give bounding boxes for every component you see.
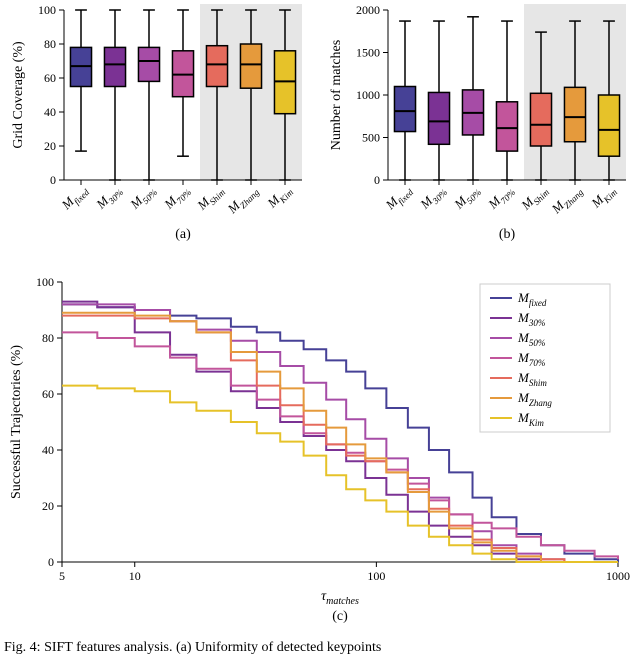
svg-text:20: 20 [42, 499, 54, 513]
svg-text:τmatches: τmatches [321, 589, 359, 607]
svg-text:Number of matches: Number of matches [329, 40, 344, 150]
figure-caption: Fig. 4: SIFT features analysis. (a) Unif… [4, 640, 381, 656]
svg-text:20: 20 [44, 139, 56, 153]
svg-text:MKim: MKim [588, 181, 620, 213]
svg-text:0: 0 [48, 555, 54, 569]
svg-text:M30%: M30% [92, 182, 125, 215]
svg-text:0: 0 [50, 173, 56, 187]
svg-text:M70%: M70% [160, 182, 193, 215]
svg-text:100: 100 [36, 275, 54, 289]
svg-text:MShim: MShim [517, 181, 551, 215]
svg-text:MShim: MShim [193, 181, 227, 215]
svg-text:MZhang: MZhang [548, 181, 586, 219]
svg-text:60: 60 [42, 387, 54, 401]
svg-text:MZhang: MZhang [224, 181, 262, 219]
svg-text:M50%: M50% [450, 182, 483, 215]
svg-text:(b): (b) [499, 227, 516, 242]
svg-text:M70%: M70% [484, 182, 517, 215]
svg-text:1000: 1000 [606, 569, 630, 583]
panel-c-linechart: 0 20 40 60 80 100 Successful Trajectories (%) 5… [0, 268, 640, 638]
svg-text:80: 80 [44, 37, 56, 51]
svg-text:(c): (c) [332, 609, 348, 624]
panel-b-boxplot: 0500100015002000Number of matchesMfixedM… [318, 0, 638, 260]
svg-text:Successful Trajectories (%): Successful Trajectories (%) [9, 345, 24, 499]
svg-text:Mfixed: Mfixed [58, 181, 92, 215]
svg-text:80: 80 [42, 331, 54, 345]
svg-text:40: 40 [42, 443, 54, 457]
svg-text:0: 0 [374, 173, 380, 187]
svg-text:40: 40 [44, 105, 56, 119]
svg-text:5: 5 [59, 569, 65, 583]
svg-text:100: 100 [367, 569, 385, 583]
svg-text:1500: 1500 [356, 46, 380, 60]
svg-text:M50%: M50% [126, 182, 159, 215]
svg-text:100: 100 [38, 3, 56, 17]
svg-text:M30%: M30% [416, 182, 449, 215]
svg-text:MKim: MKim [264, 181, 296, 213]
svg-text:10: 10 [129, 569, 141, 583]
svg-text:2000: 2000 [356, 3, 380, 17]
svg-text:Mfixed: Mfixed [382, 181, 416, 215]
svg-text:1000: 1000 [356, 88, 380, 102]
svg-text:500: 500 [362, 131, 380, 145]
svg-text:Grid Coverage (%): Grid Coverage (%) [11, 41, 26, 149]
svg-text:(a): (a) [175, 227, 191, 242]
svg-text:60: 60 [44, 71, 56, 85]
panel-a-boxplot: 020406080100Grid Coverage (%)MfixedM30%M… [2, 0, 322, 260]
